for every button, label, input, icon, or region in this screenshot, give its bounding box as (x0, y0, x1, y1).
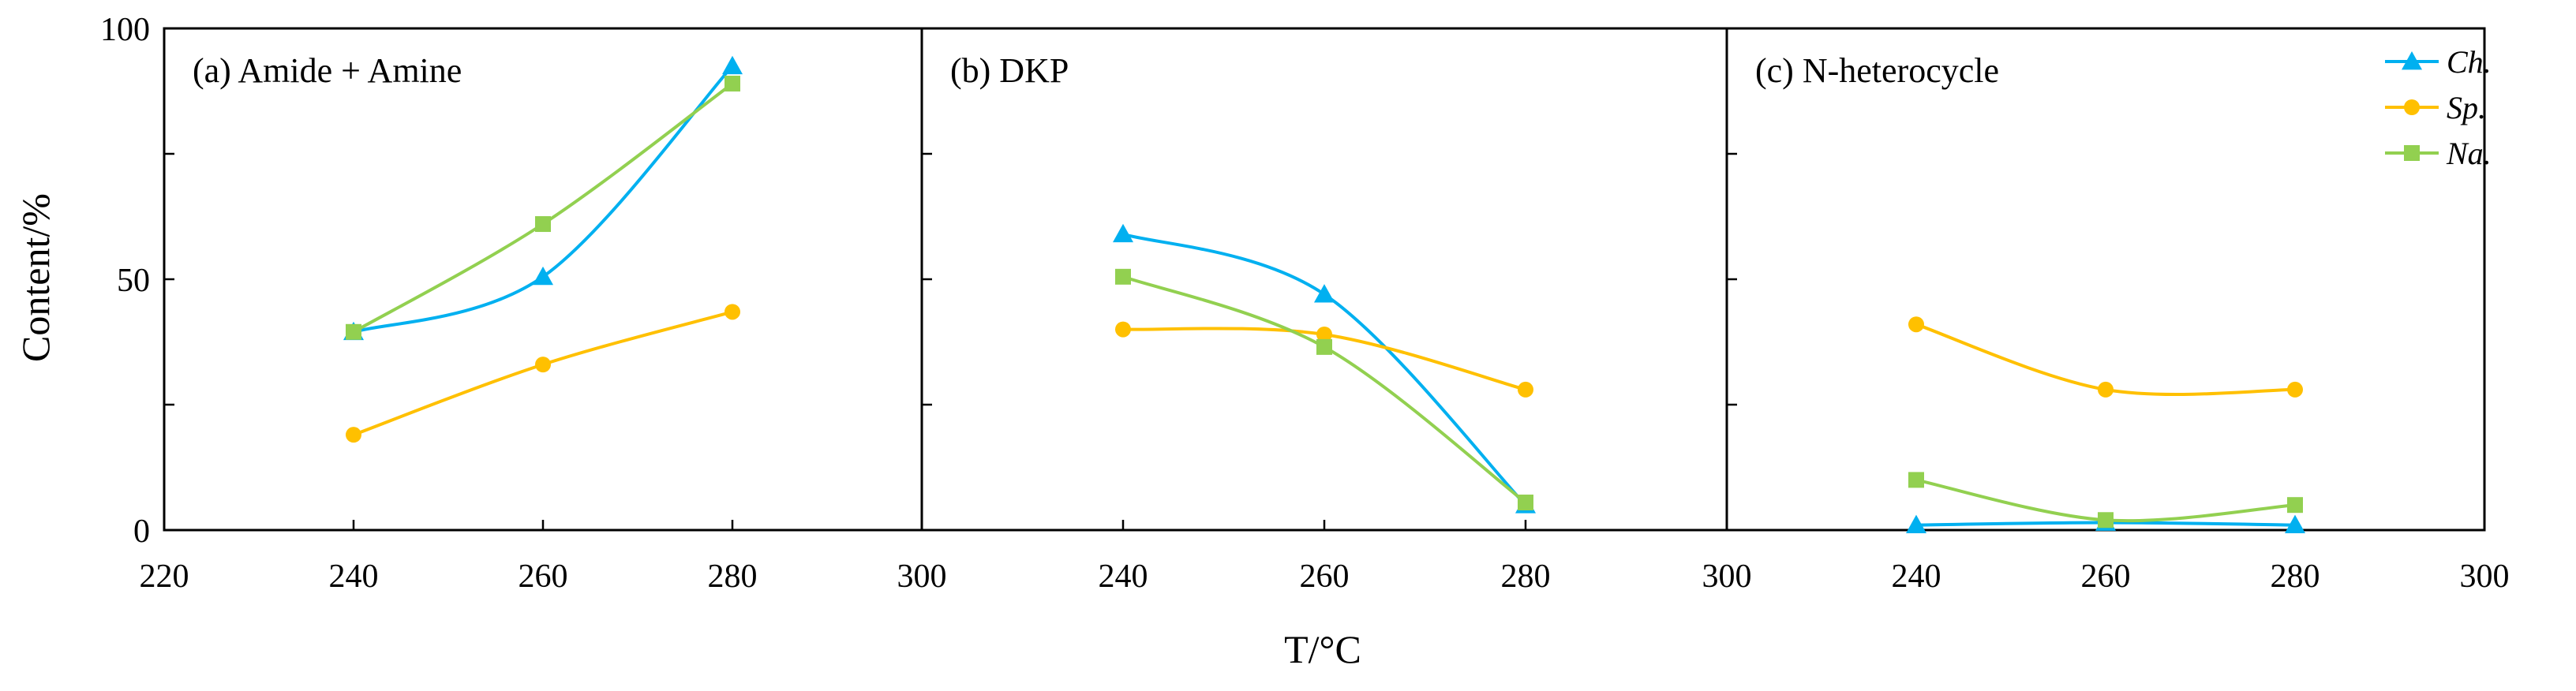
data-point-sp (535, 357, 551, 373)
series-line-na (1122, 275, 1527, 504)
data-point-na (2287, 497, 2303, 514)
x-tick-label: 240 (1099, 558, 1148, 595)
data-point-ch (1314, 284, 1335, 303)
series-line-na (353, 82, 734, 334)
data-point-sp (1316, 326, 1332, 342)
panel-frame (920, 27, 1728, 532)
data-point-sp (1518, 381, 1533, 398)
x-tick-label: 300 (897, 558, 947, 595)
panel-1: 220 240 260 280 300 (a) Amide + Amine (140, 27, 947, 595)
legend-item-ch: Ch. (2385, 44, 2492, 80)
x-tick-label: 240 (1892, 558, 1941, 595)
panel-2: 240 260 280 300 (b) DKP (920, 27, 1752, 595)
legend-label: Na. (2446, 136, 2492, 171)
x-tick-label: 300 (1702, 558, 1752, 595)
data-point-sp (1908, 316, 1924, 333)
plot-area: 220 240 260 280 300 (a) Amide + Amine 240 260 28… (100, 12, 2510, 595)
panel-title: (a) Amide + Amine (193, 51, 462, 90)
data-point-ch (722, 55, 743, 75)
data-point-ch (1113, 223, 1133, 243)
data-point-ch (533, 266, 553, 286)
legend-marker (2402, 51, 2422, 70)
legend-label: Sp. (2447, 90, 2486, 125)
data-point-ch (2285, 514, 2305, 534)
y-tick-label: 100 (100, 12, 150, 48)
data-point-sp (2287, 381, 2303, 398)
x-tick-label: 280 (1501, 558, 1551, 595)
x-tick-label: 280 (2271, 558, 2320, 595)
legend-item-na: Na. (2385, 136, 2492, 171)
data-point-na (1518, 495, 1533, 511)
panel-frame (1725, 27, 2486, 532)
y-tick-label: 0 (133, 514, 150, 550)
y-axis-title: Content/% (13, 193, 58, 362)
x-tick-label: 240 (329, 558, 379, 595)
panel-3: 240 260 280 300 (c) N-heterocycle (1725, 27, 2510, 595)
data-point-sp (2098, 381, 2114, 398)
x-tick-label: 260 (519, 558, 568, 595)
x-tick-label: 260 (1300, 558, 1350, 595)
legend-label: Ch. (2447, 44, 2492, 80)
legend-marker (2404, 145, 2420, 161)
x-tick-label: 280 (708, 558, 758, 595)
series-line-sp (353, 310, 733, 437)
legend: Ch. Sp. Na. (2385, 44, 2492, 171)
y-tick-label: 50 (117, 263, 150, 299)
data-point-na (724, 75, 740, 92)
data-point-sp (346, 427, 361, 443)
legend-item-sp: Sp. (2385, 90, 2486, 125)
data-point-na (1908, 472, 1924, 488)
data-point-na (535, 216, 551, 233)
data-point-na (2098, 512, 2114, 529)
data-point-na (1316, 338, 1332, 355)
series-line-ch (353, 65, 734, 334)
data-point-na (1115, 268, 1131, 285)
x-tick-label: 260 (2081, 558, 2131, 595)
data-point-na (346, 323, 361, 340)
x-tick-label: 300 (2460, 558, 2510, 595)
legend-marker (2404, 99, 2420, 115)
data-point-sp (1115, 321, 1131, 338)
panel-title: (c) N-heterocycle (1755, 51, 1999, 90)
x-axis-title: T/°C (1284, 627, 1361, 671)
panel-title: (b) DKP (950, 51, 1069, 90)
data-point-ch (1906, 514, 1926, 534)
data-point-sp (724, 304, 740, 320)
x-tick-label: 220 (140, 558, 189, 595)
